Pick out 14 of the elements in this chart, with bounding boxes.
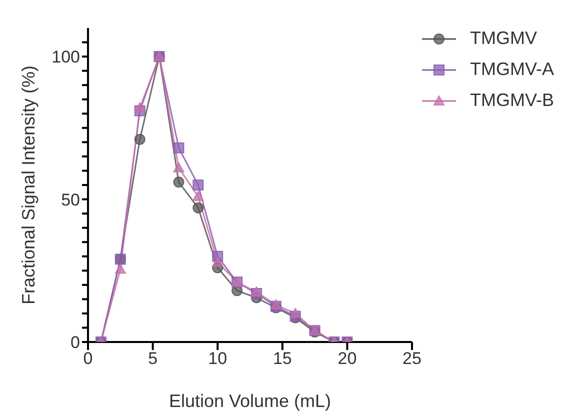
x-axis-title: Elution Volume (mL)	[168, 390, 332, 411]
x-tick-label: 15	[272, 349, 292, 368]
x-tick-label: 20	[338, 349, 357, 368]
legend-label: TMGMV-A	[470, 59, 554, 80]
legend-label: TMGMV	[470, 28, 537, 49]
x-tick-label: 0	[83, 349, 93, 368]
x-tick-label: 10	[208, 349, 228, 368]
x-tick-label: 5	[148, 349, 158, 368]
y-tick-label: 0	[70, 333, 80, 352]
y-tick-label: 100	[52, 48, 80, 67]
x-tick-label: 25	[402, 349, 422, 368]
legend-label: TMGMV-B	[470, 90, 554, 111]
y-axis-title: Fractional Signal Intensity (%)	[18, 65, 38, 305]
y-tick-label: 50	[61, 190, 80, 210]
